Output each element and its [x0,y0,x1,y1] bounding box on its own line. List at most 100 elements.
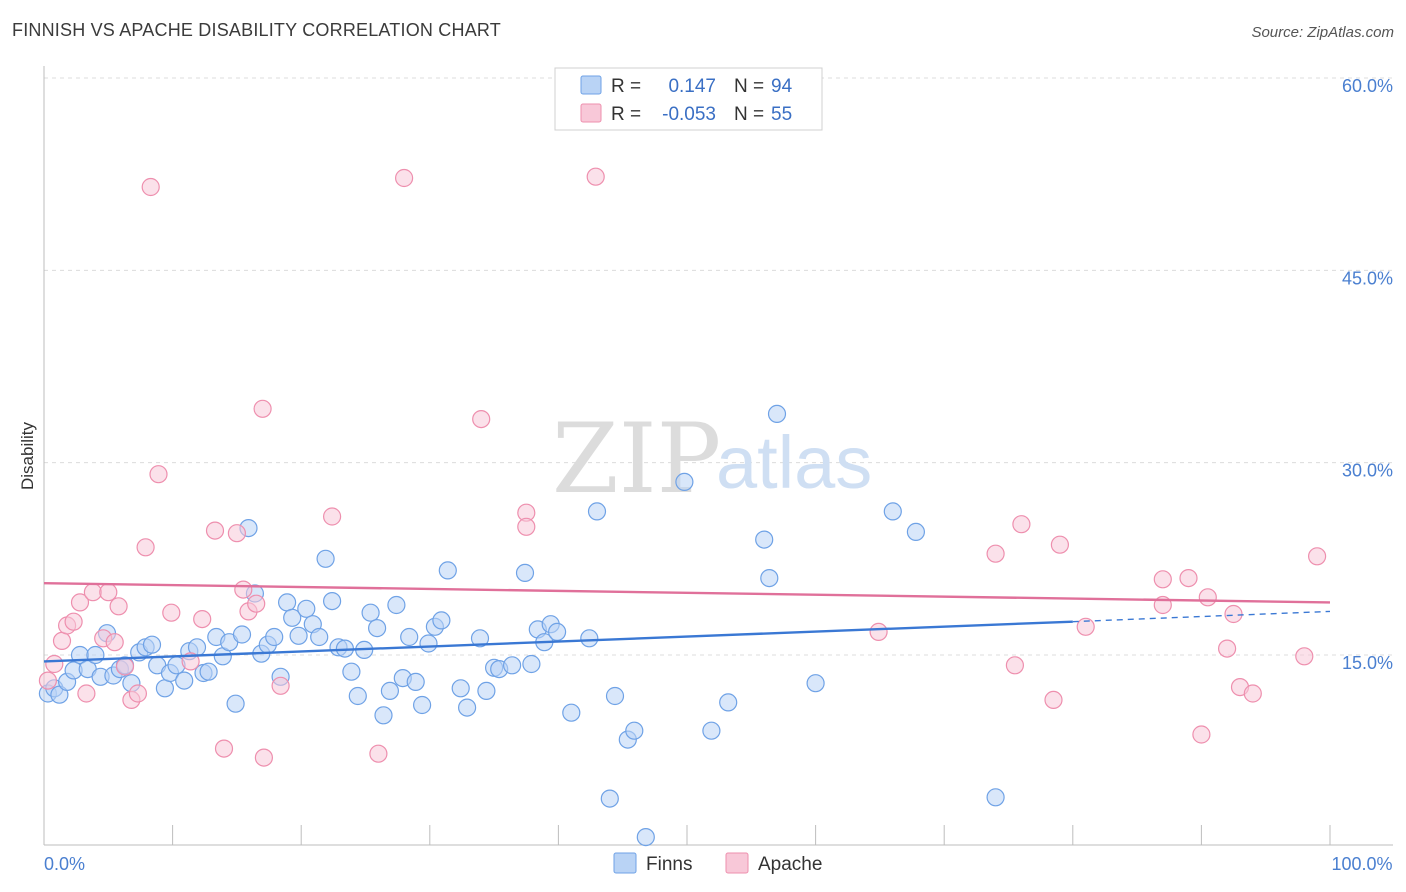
finns-point [625,721,644,740]
finns-point [502,656,522,675]
finns-point [175,671,194,690]
apache-point [1050,535,1070,554]
finns-point [348,686,367,706]
apache-point [105,633,124,652]
finns-point [906,522,926,542]
finns-point [232,625,252,644]
finns-point [419,634,438,653]
finns-point [883,502,902,521]
finns-point [438,561,457,580]
apache-point [109,597,128,616]
finns-point [155,679,174,698]
bottom-legend: Finns Apache [613,852,822,875]
watermark-zip: ZIP [552,403,721,515]
apache-point [141,177,160,197]
bottom-legend-label-apache: Apache [758,854,822,875]
apache-point [271,676,290,695]
apache-point [1044,690,1063,710]
bottom-legend-label-finns: Finns [646,854,692,875]
finns-point [226,694,245,713]
apache-point [1005,656,1025,675]
finns-point [199,662,218,681]
apache-point [38,671,58,690]
legend-swatch-finns [580,75,602,95]
legend-n-label-1: N = [734,104,764,125]
tick-labels: 15.0% 30.0% 45.0% 60.0% 0.0% 100.0% [44,76,1393,874]
axes [43,66,1393,846]
finns-trend-extension [1072,610,1331,623]
apache-point [323,507,342,526]
y-tick-label-0: 15.0% [1342,653,1393,673]
apache-point [205,521,225,540]
finns-point [600,789,619,808]
apache-point [1192,725,1211,744]
legend-n-label-0: N = [734,76,764,97]
apache-point [70,593,90,612]
finns-point [477,681,496,701]
finns-point [767,404,787,423]
apache-point [1012,515,1031,534]
finns-point [515,563,535,583]
bottom-legend-swatch-finns [613,852,637,874]
source-label: Source: ZipAtlas.com [1251,24,1394,41]
finns-point [265,627,284,647]
legend-box: R = 0.147 N = 94 R = -0.053 N = 55 [554,67,823,131]
apache-point [247,594,266,613]
apache-point [214,739,234,758]
apache-point [1198,588,1217,607]
finns-point [380,681,399,701]
y-tick-label-1: 30.0% [1342,461,1393,481]
finns-point [283,608,302,627]
apache-trend-line [43,581,1331,604]
finns-point [289,626,308,645]
apache-point [472,410,491,429]
finns-point [702,721,721,740]
finns-point [86,645,105,665]
finns-point [470,629,490,648]
apache-point [869,622,888,642]
finns-point [342,662,361,681]
apache-point [181,652,200,671]
apache-point [193,609,212,629]
apache-point [128,684,147,703]
gridlines [44,77,1393,656]
x-tick-label-1: 100.0% [1331,854,1392,874]
watermark: ZIP atlas [552,403,872,515]
finns-point [278,593,297,612]
finns-point [755,530,774,549]
apache-point [1295,647,1314,666]
apache-point [1217,639,1237,658]
apache-point [1153,570,1172,589]
apache-point [99,583,118,602]
finns-point [323,591,342,611]
legend-swatch-apache [580,103,602,123]
x-tick-label-0: 0.0% [44,854,85,874]
finns-point [547,622,567,642]
apache-point [369,744,388,763]
apache-point [395,168,414,188]
legend-r-label-0: R = [611,76,641,97]
watermark-atlas: atlas [716,421,872,504]
finns-point [675,472,694,491]
apache-point [1243,684,1262,703]
apache-point [253,399,272,418]
finns-point [522,654,541,674]
apache-point [83,583,103,602]
finns-point [297,599,316,618]
chart-title: FINNISH VS APACHE DISABILITY CORRELATION… [12,20,501,40]
apache-point [1076,617,1095,636]
finns-point [387,595,406,615]
apache-point [136,538,155,557]
legend-n-value-0: 94 [771,76,793,97]
finns-point [760,568,779,588]
finns-point [368,618,387,638]
finns-point [458,698,477,717]
finns-point [310,627,329,647]
apache-point [254,748,273,767]
y-tick-label-2: 45.0% [1342,268,1393,288]
finns-point [587,502,607,521]
apache-point [1224,604,1243,624]
finns-point [562,703,581,722]
finns-point [806,674,825,693]
